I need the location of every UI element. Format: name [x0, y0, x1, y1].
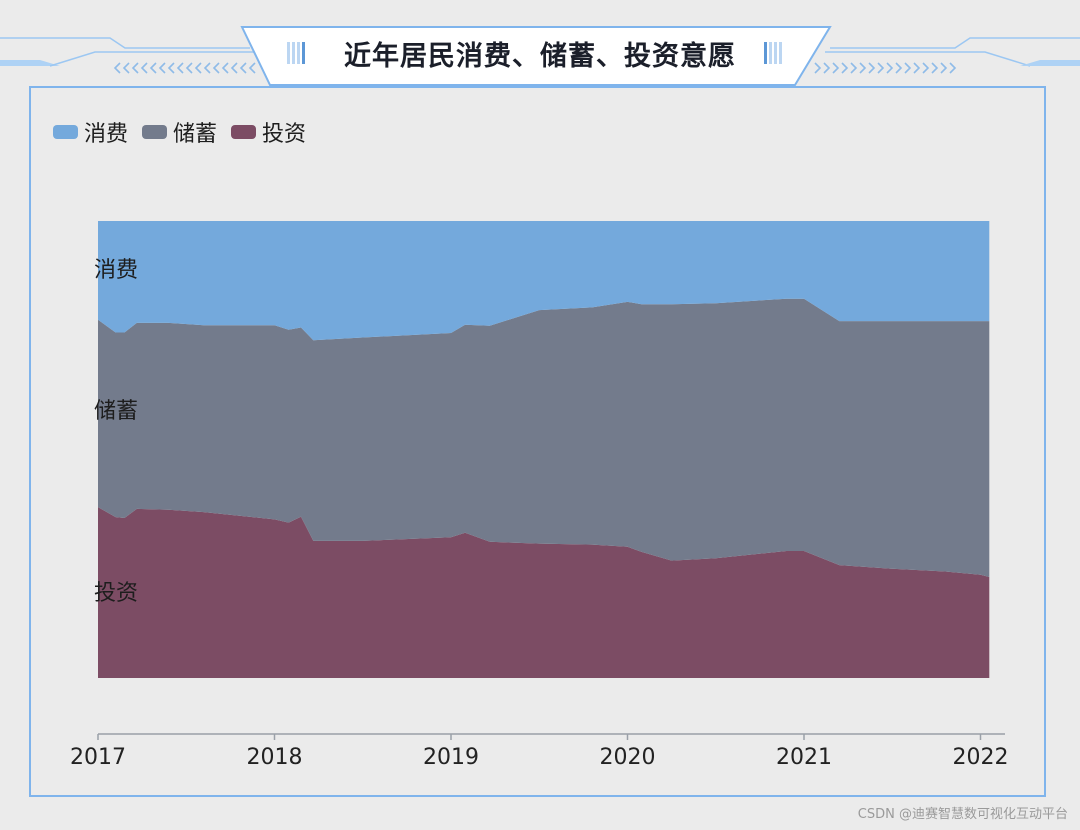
x-tick-label: 2020 — [600, 745, 656, 770]
x-tick-label: 2018 — [247, 745, 303, 770]
area-consumption[interactable] — [98, 221, 990, 341]
chart-frame — [29, 86, 1046, 797]
legend-item-consumption[interactable]: 消费 — [53, 116, 128, 148]
series-label-investment: 投资 — [94, 581, 138, 606]
legend-swatch-savings — [142, 125, 168, 139]
x-tick-label: 2021 — [776, 745, 832, 770]
x-tick-label: 2017 — [70, 745, 126, 770]
legend-item-investment[interactable]: 投资 — [231, 116, 306, 148]
legend-label-savings: 储蓄 — [173, 122, 218, 147]
x-tick-label: 2019 — [423, 745, 479, 770]
legend-swatch-investment — [231, 125, 257, 139]
watermark: CSDN @迪赛智慧数可视化互动平台 — [857, 807, 1068, 822]
legend-label-consumption: 消费 — [84, 122, 129, 147]
series-label-consumption: 消费 — [94, 258, 138, 283]
series-label-savings: 储蓄 — [94, 399, 138, 424]
legend-item-savings[interactable]: 储蓄 — [142, 116, 217, 148]
area-investment[interactable] — [98, 507, 990, 678]
chart-legend: 消费 储蓄 投资 — [53, 116, 320, 148]
x-tick-label: 2022 — [953, 745, 1009, 770]
page-title: 近年居民消费、储蓄、投资意愿 — [344, 41, 736, 72]
header-decoration — [0, 26, 1080, 86]
legend-swatch-consumption — [53, 125, 78, 139]
area-savings[interactable] — [98, 298, 990, 577]
legend-label-investment: 投资 — [262, 122, 307, 147]
